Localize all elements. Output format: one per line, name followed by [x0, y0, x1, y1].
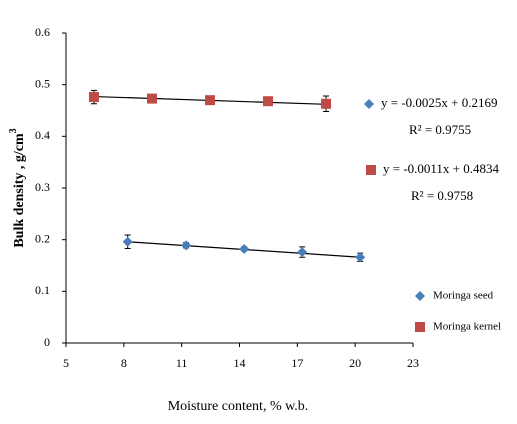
- point: [181, 240, 192, 251]
- trend-equation: y = -0.0011x + 0.4834: [383, 161, 500, 176]
- point: [263, 96, 274, 107]
- y-tick-label: 0.5: [35, 76, 50, 90]
- equation-marker: [366, 165, 376, 175]
- y-axis-label: Bulk density , g/cm3: [8, 128, 27, 247]
- point: [146, 93, 157, 104]
- point: [321, 98, 332, 109]
- x-tick-label: 8: [121, 356, 127, 370]
- y-tick-label: 0.2: [35, 231, 50, 245]
- x-tick-label: 17: [291, 356, 303, 370]
- x-axis-label: Moisture content, % w.b.: [168, 399, 309, 414]
- r-squared: R² = 0.9758: [411, 188, 473, 203]
- trend-equation: y = -0.0025x + 0.2169: [381, 95, 498, 110]
- equation-marker: [364, 99, 374, 109]
- legend-label: Moringa seed: [433, 290, 494, 302]
- y-tick-label: 0: [44, 335, 50, 349]
- x-tick-label: 20: [349, 356, 361, 370]
- point: [205, 95, 216, 106]
- y-axis-label-sup: 3: [8, 128, 19, 133]
- y-tick-label: 0.1: [35, 283, 50, 297]
- legend-label: Moringa kernel: [433, 321, 501, 333]
- legend-marker: [415, 322, 425, 332]
- point: [122, 236, 133, 247]
- point: [239, 243, 250, 254]
- point: [297, 247, 308, 258]
- y-axis-label-text: Bulk density , g/cm: [12, 133, 27, 248]
- point: [355, 252, 366, 263]
- y-tick-label: 0.6: [35, 25, 50, 39]
- point: [88, 92, 99, 103]
- x-tick-label: 14: [234, 356, 246, 370]
- x-tick-label: 5: [63, 356, 69, 370]
- y-tick-label: 0.3: [35, 180, 50, 194]
- y-tick-label: 0.4: [35, 128, 50, 142]
- x-tick-label: 11: [176, 356, 188, 370]
- r-squared: R² = 0.9755: [409, 122, 471, 137]
- legend-marker: [415, 291, 425, 301]
- x-tick-label: 23: [407, 356, 419, 370]
